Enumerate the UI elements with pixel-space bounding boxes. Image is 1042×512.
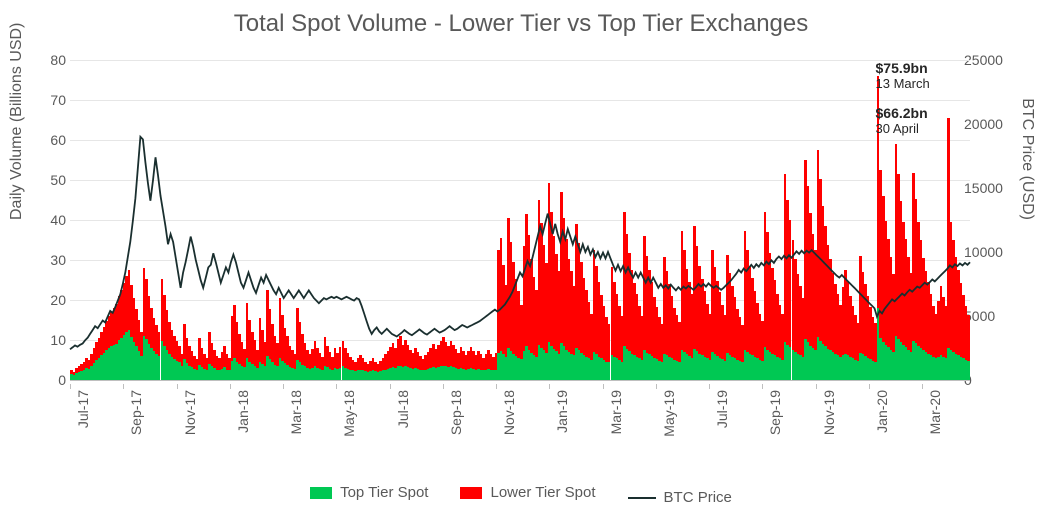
y-right-tick: 10000 — [964, 244, 1014, 260]
x-tick: Mar-18 — [288, 390, 304, 434]
annotation-date: 30 April — [876, 121, 928, 136]
x-tick: Mar-19 — [608, 390, 624, 434]
legend-label: Lower Tier Spot — [490, 484, 595, 501]
y-left-tick: 60 — [30, 132, 66, 148]
y-right-ticks: 0500010000150002000025000 — [964, 60, 1014, 380]
y-right-tick: 15000 — [964, 180, 1014, 196]
annotation-date: 13 March — [876, 76, 930, 91]
legend-label: Top Tier Spot — [340, 484, 428, 501]
y-left-axis-label: Daily Volume (Billions USD) — [8, 23, 26, 220]
btc-line-layer — [70, 60, 970, 380]
y-left-tick: 10 — [30, 332, 66, 348]
legend-label: BTC Price — [664, 489, 732, 506]
x-ticks: Jul-17 Sep-17 Nov-17 Jan-18 Mar-18 May-18 Jul-… — [70, 384, 970, 464]
x-tick: Jul-19 — [714, 390, 730, 428]
legend-item: Top Tier Spot — [310, 484, 428, 501]
y-right-tick: 20000 — [964, 116, 1014, 132]
x-tick: May-19 — [661, 390, 677, 437]
x-tick: Sep-18 — [448, 390, 464, 435]
legend-swatch — [460, 487, 482, 499]
legend-item: Lower Tier Spot — [460, 484, 595, 501]
x-tick: May-18 — [341, 390, 357, 437]
legend-item: BTC Price — [628, 489, 732, 506]
btc-price-line — [70, 137, 970, 349]
y-right-tick: 5000 — [964, 308, 1014, 324]
y-left-tick: 50 — [30, 172, 66, 188]
x-tick: Nov-18 — [501, 390, 517, 435]
plot-area: $75.9bn13 March $66.2bn30 April — [70, 60, 970, 381]
x-tick: Sep-17 — [128, 390, 144, 435]
y-left-ticks: 01020304050607080 — [30, 60, 66, 380]
x-tick: Jul-18 — [395, 390, 411, 428]
annotation-value: $66.2bn — [876, 105, 928, 121]
x-tick: Jan-19 — [554, 390, 570, 433]
y-right-axis-label: BTC Price (USD) — [1018, 98, 1036, 220]
legend: Top Tier Spot Lower Tier Spot BTC Price — [0, 484, 1042, 506]
spot-volume-chart: Total Spot Volume - Lower Tier vs Top Ti… — [0, 0, 1042, 512]
legend-swatch — [310, 487, 332, 499]
x-tick: Mar-20 — [927, 390, 943, 434]
x-tick: Jan-18 — [235, 390, 251, 433]
x-tick: Sep-19 — [767, 390, 783, 435]
x-tick: Jan-20 — [874, 390, 890, 433]
y-left-tick: 40 — [30, 212, 66, 228]
chart-title: Total Spot Volume - Lower Tier vs Top Ti… — [0, 10, 1042, 38]
annotation-value: $75.9bn — [876, 60, 928, 76]
peak-annotation: $66.2bn30 April — [876, 105, 928, 136]
y-left-tick: 20 — [30, 292, 66, 308]
legend-line-swatch — [628, 497, 656, 499]
y-right-tick: 25000 — [964, 52, 1014, 68]
peak-annotation: $75.9bn13 March — [876, 60, 930, 91]
x-tick: Nov-19 — [821, 390, 837, 435]
y-left-tick: 0 — [30, 372, 66, 388]
y-left-tick: 80 — [30, 52, 66, 68]
y-left-tick: 30 — [30, 252, 66, 268]
y-right-tick: 0 — [964, 372, 1014, 388]
x-tick: Nov-17 — [182, 390, 198, 435]
x-tick: Jul-17 — [75, 390, 91, 428]
y-left-tick: 70 — [30, 92, 66, 108]
